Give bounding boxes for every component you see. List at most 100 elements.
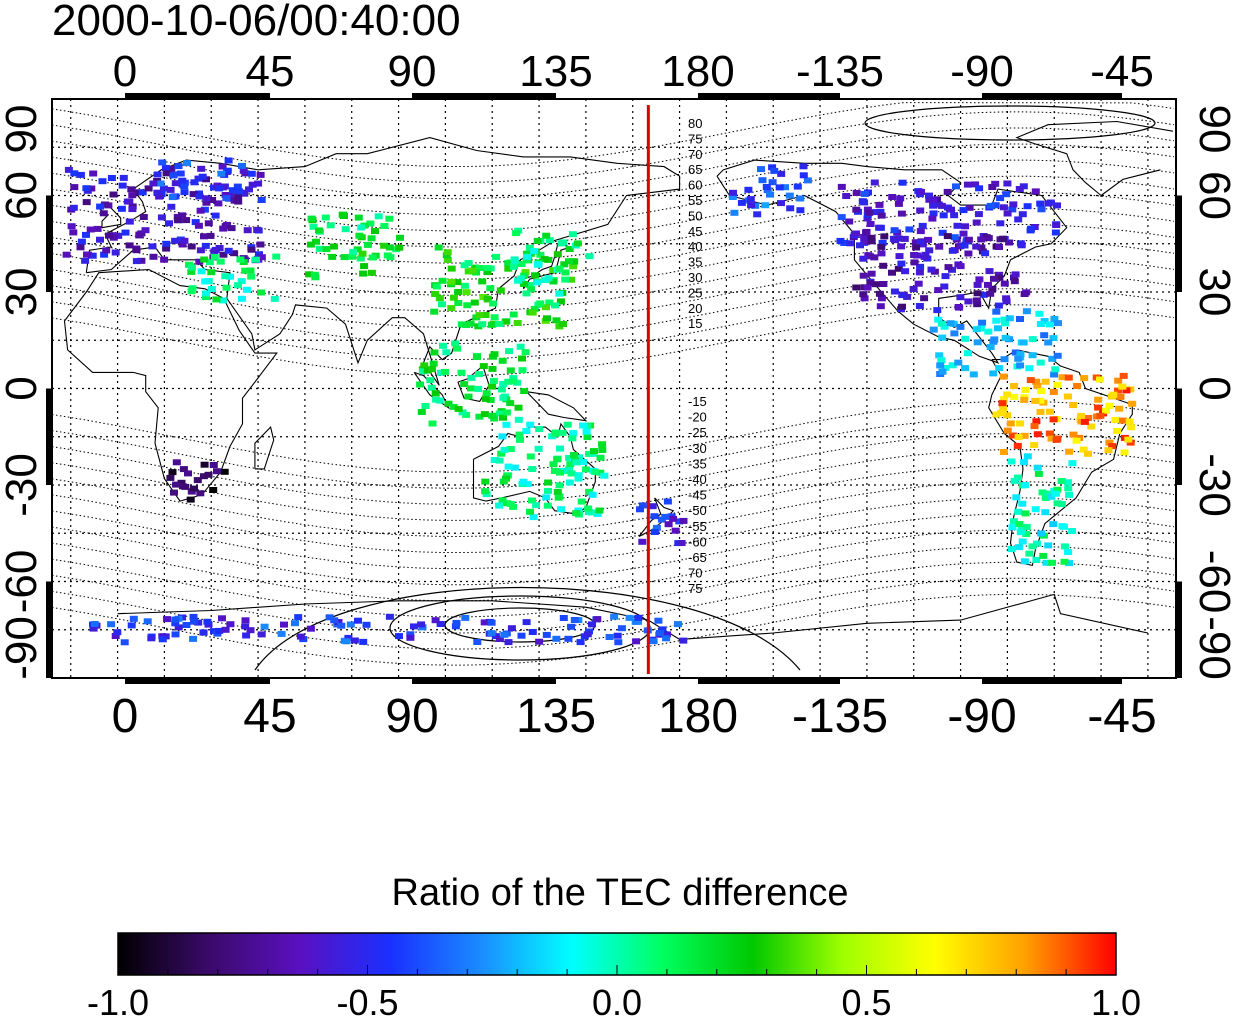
tec-point: [757, 166, 765, 173]
contour-label-south: -50: [688, 503, 707, 518]
tec-point: [166, 474, 175, 481]
tec-point: [877, 212, 886, 219]
tec-point: [570, 258, 579, 265]
tec-point: [661, 513, 670, 520]
contour-labels: 8075706560555045403530252015-15-20-25-30…: [688, 116, 707, 596]
tec-point: [186, 496, 195, 503]
bottom-tick-bar: [412, 678, 556, 684]
tec-point: [121, 229, 130, 236]
tec-point: [973, 301, 982, 308]
tec-point: [201, 278, 210, 285]
tec-point: [679, 637, 688, 644]
tec-point: [486, 397, 495, 403]
tec-point: [100, 251, 109, 258]
tec-point: [581, 466, 590, 473]
tec-point: [495, 636, 504, 642]
tec-point: [502, 409, 511, 416]
tec-point: [1080, 418, 1089, 425]
tec-point: [1014, 355, 1023, 362]
tec-point: [1049, 335, 1058, 342]
tec-point: [334, 619, 343, 625]
tec-point: [981, 250, 990, 257]
tec-point: [972, 297, 981, 304]
bottom-tick-bar: [125, 678, 270, 684]
tec-point: [81, 257, 90, 264]
tec-point: [109, 234, 118, 241]
tec-point: [517, 261, 526, 267]
tec-point: [600, 472, 609, 479]
tec-point: [935, 243, 944, 250]
tec-point: [959, 230, 968, 237]
tec-point: [129, 615, 138, 622]
tec-point: [204, 220, 213, 227]
lat-tick-label-right: 90: [1190, 105, 1239, 154]
tec-point: [598, 441, 607, 448]
tec-point: [891, 237, 900, 244]
tec-point: [522, 290, 531, 297]
tec-point: [961, 223, 970, 230]
colorbar-tick-label: -0.5: [336, 982, 399, 1023]
tec-point: [215, 245, 224, 251]
tec-point: [943, 233, 952, 240]
tec-point: [1005, 315, 1014, 322]
tec-point: [328, 253, 337, 260]
tec-point: [431, 617, 440, 624]
tec-point: [138, 189, 147, 196]
tec-point: [432, 283, 441, 290]
contour-label-north: 55: [688, 193, 702, 208]
tec-point: [863, 215, 872, 222]
tec-point: [346, 621, 355, 628]
contour-label-north: 20: [688, 301, 702, 316]
tec-point: [457, 321, 466, 328]
tec-point: [187, 288, 196, 295]
tec-point: [567, 276, 576, 283]
tec-point: [992, 308, 1001, 315]
tec-point: [367, 235, 376, 242]
tec-point: [837, 183, 846, 190]
tec-point: [579, 459, 588, 466]
tec-point: [928, 215, 937, 222]
tec-point: [995, 244, 1003, 250]
tec-point: [82, 199, 91, 206]
tec-point: [905, 226, 914, 233]
tec-point: [475, 312, 484, 319]
tec-point: [198, 173, 207, 180]
mag-contour: [51, 449, 1175, 521]
tec-point: [523, 250, 531, 257]
tec-point: [90, 621, 99, 627]
tec-point: [567, 623, 576, 630]
tec-point: [515, 431, 524, 438]
tec-point: [69, 229, 78, 236]
tec-point: [870, 179, 879, 186]
lon-tick-label-bottom: -90: [947, 690, 1016, 743]
contour-label-north: 30: [688, 270, 702, 285]
tec-point: [614, 639, 623, 646]
tec-point: [1049, 521, 1058, 528]
tec-point: [182, 217, 191, 224]
tec-point: [509, 311, 518, 318]
tec-point: [1019, 339, 1028, 346]
tec-point: [1047, 493, 1056, 500]
tec-point: [312, 238, 320, 245]
tec-point: [786, 205, 795, 212]
tec-point: [1036, 397, 1045, 404]
tec-point: [895, 253, 904, 260]
tec-point: [70, 170, 79, 177]
tec-point: [1032, 556, 1041, 563]
contour-label-north: 60: [688, 178, 702, 193]
tec-point: [481, 488, 490, 495]
tec-point: [234, 198, 243, 205]
tec-point: [563, 421, 572, 428]
tec-point: [200, 233, 208, 240]
tec-point: [218, 163, 227, 170]
tec-point: [189, 618, 198, 625]
tec-point: [406, 634, 415, 641]
tec-point: [499, 394, 508, 401]
tec-point: [1111, 416, 1120, 423]
tec-point: [730, 209, 739, 216]
tec-point: [236, 256, 245, 263]
tec-point: [385, 215, 394, 222]
tec-point: [525, 244, 534, 251]
tec-point: [875, 290, 884, 297]
tec-point: [443, 249, 452, 256]
